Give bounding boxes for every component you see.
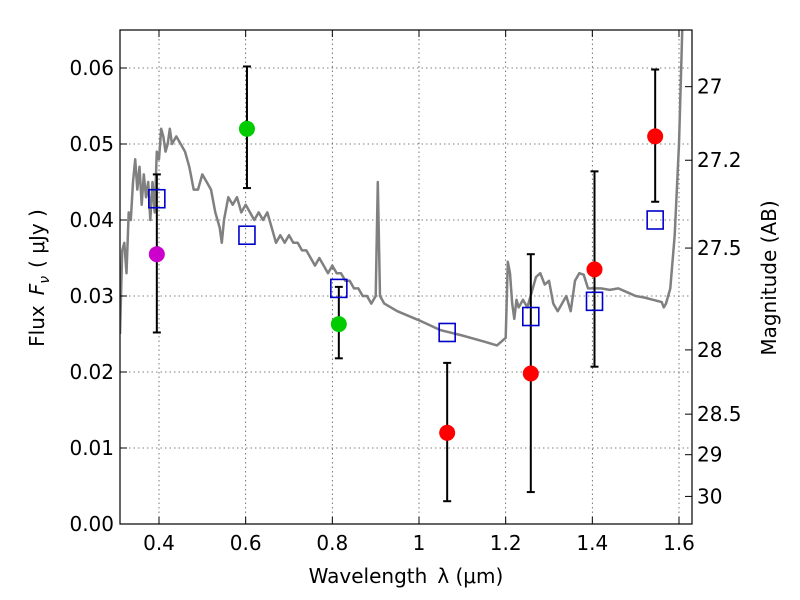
- x-tick-label: 1.4: [576, 531, 608, 555]
- y-axis-label-text: Flux: [25, 305, 49, 347]
- y-tick-label: 0.02: [69, 360, 114, 384]
- right-tick-label: 29: [697, 443, 722, 467]
- x-tick-label: 1.6: [663, 531, 695, 555]
- y-tick-label: 0.00: [69, 512, 114, 536]
- y-axis-var: F: [25, 283, 49, 295]
- model-photometry-square: [148, 188, 166, 209]
- y-tick-label: 0.05: [69, 132, 114, 156]
- axis-ticks: [120, 30, 692, 525]
- right-tick-label: 30: [697, 484, 722, 508]
- right-tick-label: 28.5: [697, 402, 742, 426]
- model-photometry-square: [330, 278, 348, 299]
- observed-photometry-point: [238, 120, 255, 137]
- x-tick-label: 0.4: [143, 531, 175, 555]
- right-tick-label: 27: [697, 75, 722, 99]
- y-axis-unit: ( μJy ): [25, 209, 49, 268]
- y-axis-var-sub: ν: [37, 276, 53, 284]
- model-photometry-square: [521, 306, 540, 327]
- model-photometry-square: [238, 225, 256, 245]
- right-tick-label: 28: [697, 338, 722, 362]
- x-tick-label: 1.2: [490, 531, 522, 555]
- right-tick-label: 27.2: [697, 148, 742, 172]
- x-axis-title: Wavelength λ (μm): [309, 564, 504, 588]
- y-axis-title: Flux Fν ( μJy ): [25, 209, 53, 347]
- x-axis-label-text: Wavelength: [309, 564, 428, 588]
- model-photometry-square: [438, 322, 456, 343]
- model-photometry-square: [585, 291, 604, 312]
- model-spectrum-line: [120, 30, 684, 347]
- x-tick-label: 1: [413, 531, 426, 555]
- y-tick-label: 0.06: [69, 56, 114, 80]
- model-spectrum-layer: [120, 30, 684, 347]
- plot-frame: [119, 29, 693, 525]
- right-tick-label: 27.5: [697, 236, 742, 260]
- model-photometry-points: [148, 188, 664, 343]
- tick-labels: 0.4 0.6 0.8 1 1.2 1.4 1.6 0.00 0.01 0.02 0.03 0.04 0…: [69, 56, 741, 555]
- y-tick-label: 0.03: [69, 284, 114, 308]
- model-photometry-square: [646, 210, 664, 230]
- error-bars: [152, 65, 660, 503]
- observed-photometry-point: [522, 365, 539, 382]
- observed-photometry-points: [148, 120, 664, 441]
- x-tick-label: 0.6: [230, 531, 262, 555]
- observed-photometry-point: [148, 246, 165, 263]
- observed-photometry-point: [439, 424, 456, 441]
- x-axis-symbol: λ (μm): [437, 564, 503, 588]
- y-tick-label: 0.04: [69, 208, 114, 232]
- y-tick-label: 0.01: [69, 436, 114, 460]
- right-axis-title: Magnitude (AB): [757, 200, 781, 355]
- observed-photometry-point: [330, 316, 347, 333]
- x-tick-label: 0.8: [316, 531, 348, 555]
- observed-photometry-point: [647, 128, 664, 145]
- observed-photometry-point: [586, 261, 603, 278]
